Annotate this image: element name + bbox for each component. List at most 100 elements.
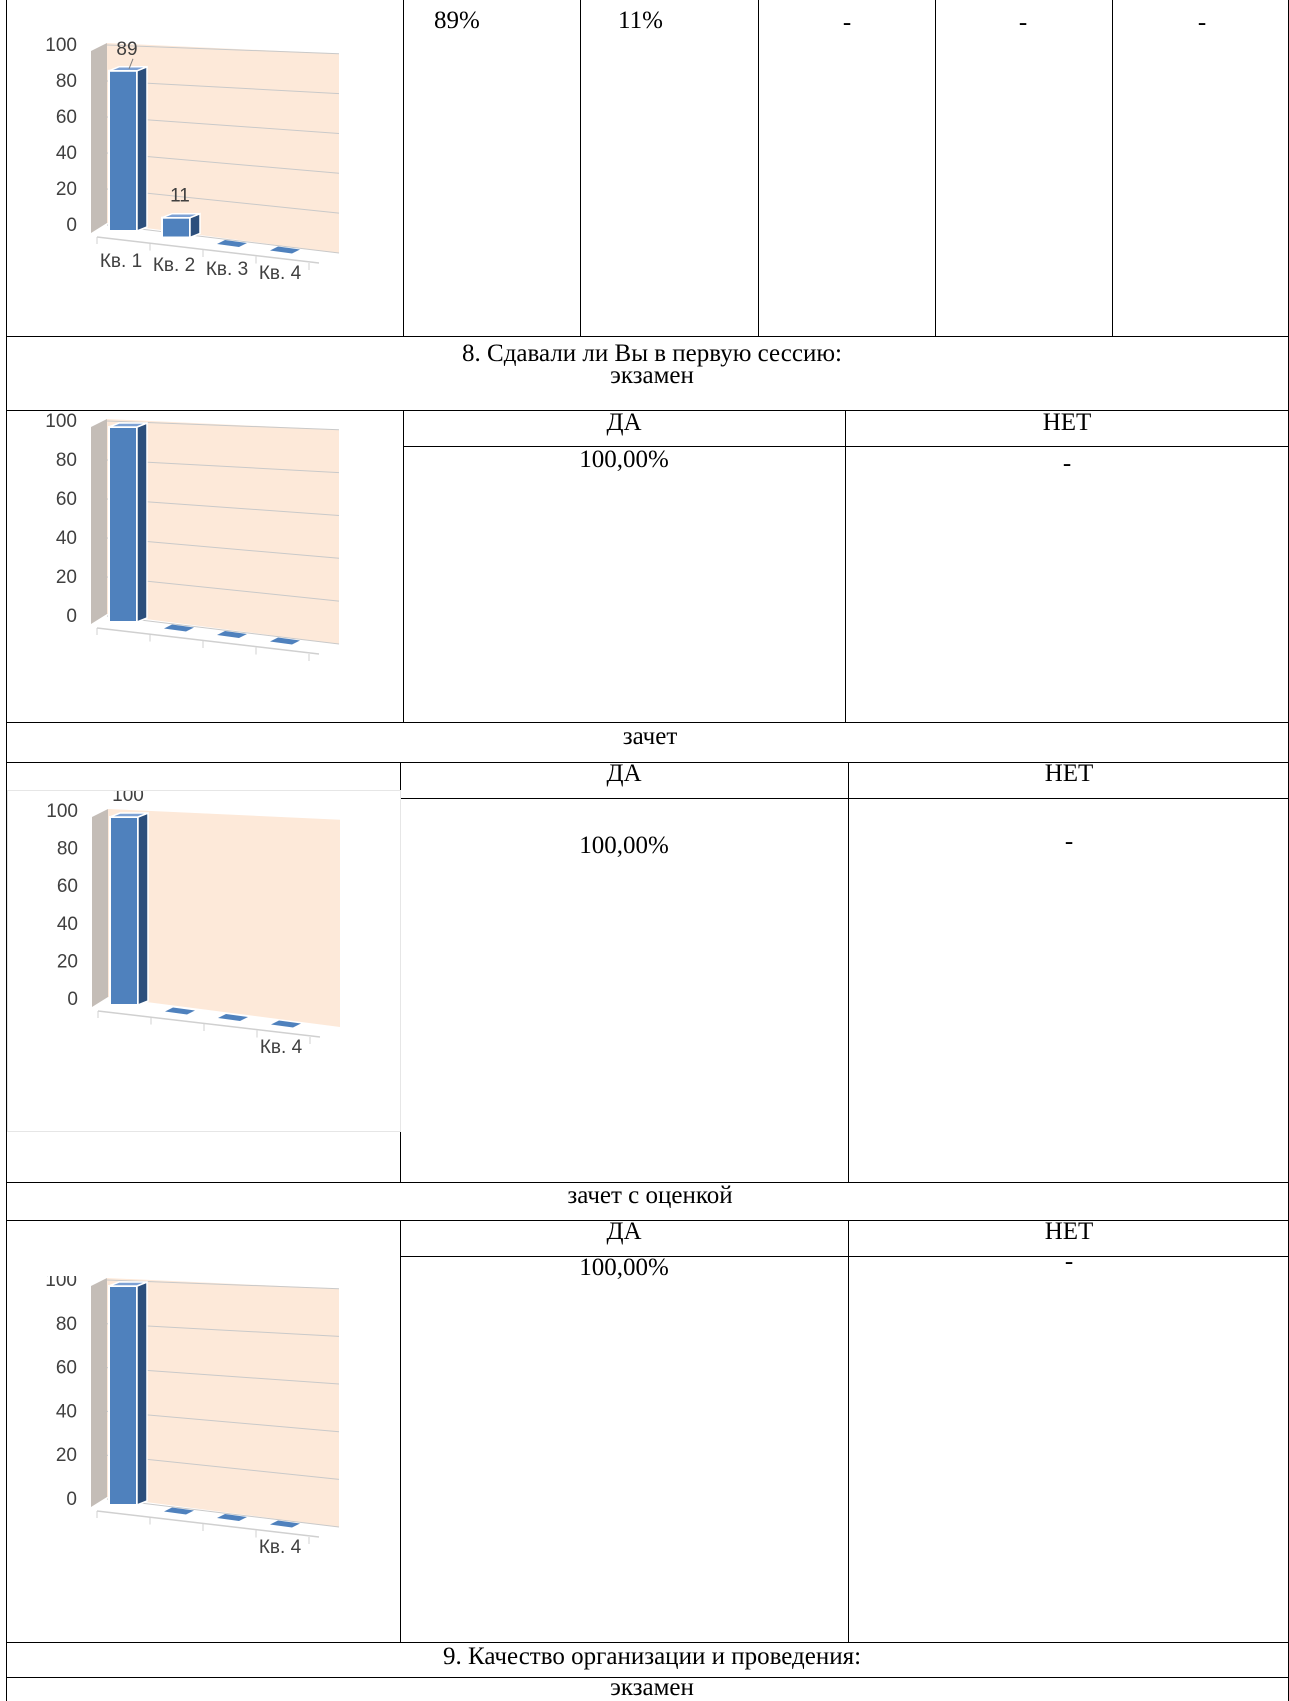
y-tick-label: 100 — [45, 411, 77, 432]
bar-zero — [164, 1507, 194, 1515]
y-tick-label: 20 — [56, 179, 77, 200]
y-tick-label: 80 — [56, 71, 77, 92]
exam-no-value: - — [1062, 450, 1072, 477]
chart-side-wall — [92, 809, 108, 1007]
bar-zero — [270, 637, 300, 645]
y-tick-label: 80 — [56, 1314, 77, 1335]
exam-yes-value: 100,00% — [579, 446, 669, 473]
q8-sub-exam-label: экзамен — [610, 362, 694, 389]
y-tick-label: 60 — [57, 876, 78, 897]
data-label-leader — [128, 58, 134, 69]
bar — [109, 816, 139, 1006]
question-9-title: 9. Качество организации и проведения: — [442, 1643, 862, 1670]
y-tick-label: 40 — [57, 914, 78, 935]
bar-zero — [217, 1514, 247, 1521]
q8-sub-credit-label: зачет — [622, 723, 678, 750]
top-value-2: 11% — [618, 7, 663, 34]
x-category-label: Кв. 4 — [259, 263, 302, 284]
x-category-label: Кв. 3 — [206, 259, 248, 280]
y-tick-label: 20 — [57, 951, 78, 972]
bar-top — [109, 812, 149, 818]
bar-zero — [165, 1007, 195, 1015]
bar-zero — [217, 631, 247, 638]
bar-top — [108, 422, 148, 428]
x-axis-line — [96, 236, 320, 264]
bar-zero — [270, 246, 300, 254]
bar-zero — [164, 624, 194, 632]
y-tick-label: 100 — [45, 1276, 77, 1291]
q8-sub-graded-credit-label: зачет с оценкой — [567, 1182, 733, 1209]
graded-no-header: НЕТ — [1044, 1218, 1094, 1245]
bar-side — [136, 421, 148, 624]
chart-2: 100 80 60 40 20 0 100 — [7, 411, 402, 721]
y-tick-label: 80 — [56, 450, 77, 471]
q9-sub-exam-label: экзамен — [610, 1674, 694, 1701]
credit-yes-value: 100,00% — [579, 832, 669, 859]
graded-no-value: - — [1064, 1248, 1074, 1275]
top-value-5: - — [1197, 9, 1207, 36]
y-tick-label: 100 — [45, 35, 77, 56]
y-tick-label: 20 — [56, 1445, 77, 1466]
x-category-label: Кв. 1 — [100, 251, 142, 272]
y-tick-label: 0 — [66, 215, 77, 236]
credit-no-value: - — [1064, 828, 1074, 855]
chart-back-wall — [107, 419, 339, 644]
gridline — [106, 44, 340, 55]
chart-side-wall — [91, 1278, 107, 1507]
data-label: 100 — [111, 411, 143, 416]
y-tick-label: 0 — [67, 989, 78, 1010]
chart-3: 100 80 60 40 20 0 100 Кв. 4 — [7, 790, 401, 1132]
y-tick-label: 40 — [56, 143, 77, 164]
chart-1: 100 80 60 40 20 0 89 11 Кв. 1 Кв. 2 Кв. 3 Кв. 4 — [7, 0, 402, 335]
x-category-label: Кв. 4 — [260, 1037, 303, 1058]
bar — [161, 216, 191, 239]
y-tick-label: 60 — [56, 107, 77, 128]
y-tick-label: 0 — [66, 1489, 77, 1510]
bar-zero — [271, 1020, 301, 1028]
x-axis-line — [96, 627, 320, 655]
exam-yes-header: ДА — [606, 409, 642, 436]
x-axis-line — [96, 1510, 320, 1538]
x-category-label: Кв. 2 — [153, 255, 195, 276]
y-tick-label: 60 — [56, 1358, 77, 1379]
y-tick-label: 40 — [56, 1401, 77, 1422]
y-tick-label: 80 — [57, 839, 78, 860]
chart-side-wall — [91, 419, 107, 624]
bar-top — [108, 1281, 148, 1287]
top-value-4: - — [1018, 9, 1028, 36]
bar-top — [161, 212, 201, 219]
top-value-1: 89% — [434, 7, 480, 34]
bar-side — [136, 65, 148, 233]
gridline — [106, 1498, 340, 1528]
bar-zero — [270, 1520, 300, 1528]
chart-back-wall — [107, 1278, 339, 1527]
question-8-title: 8. Сдавали ли Вы в первую сессию: — [462, 340, 842, 367]
top-value-3: - — [842, 9, 852, 36]
bar-zero — [218, 1014, 248, 1021]
data-label: 100 — [112, 791, 144, 806]
y-tick-label: 40 — [56, 528, 77, 549]
graded-yes-value: 100,00% — [579, 1254, 669, 1281]
data-label: 11 — [170, 186, 190, 207]
y-tick-label: 60 — [56, 489, 77, 510]
y-tick-label: 100 — [46, 801, 78, 822]
graded-yes-header: ДА — [606, 1218, 642, 1245]
y-tick-label: 20 — [56, 567, 77, 588]
gridline — [106, 615, 340, 645]
bar-zero — [217, 240, 247, 247]
bar — [108, 1285, 138, 1506]
bar-top — [108, 66, 148, 72]
gridline — [106, 224, 340, 254]
bar-side — [137, 811, 149, 1007]
x-axis-line — [97, 1010, 321, 1038]
bar-side — [136, 1280, 148, 1507]
credit-yes-header: ДА — [606, 760, 642, 787]
credit-no-header: НЕТ — [1044, 760, 1094, 787]
x-category-label: Кв. 4 — [259, 1537, 302, 1558]
bar — [108, 426, 138, 623]
exam-no-header: НЕТ — [1042, 409, 1092, 436]
chart-back-wall — [107, 43, 339, 253]
y-tick-label: 0 — [66, 606, 77, 627]
data-label: 89 — [116, 39, 137, 60]
